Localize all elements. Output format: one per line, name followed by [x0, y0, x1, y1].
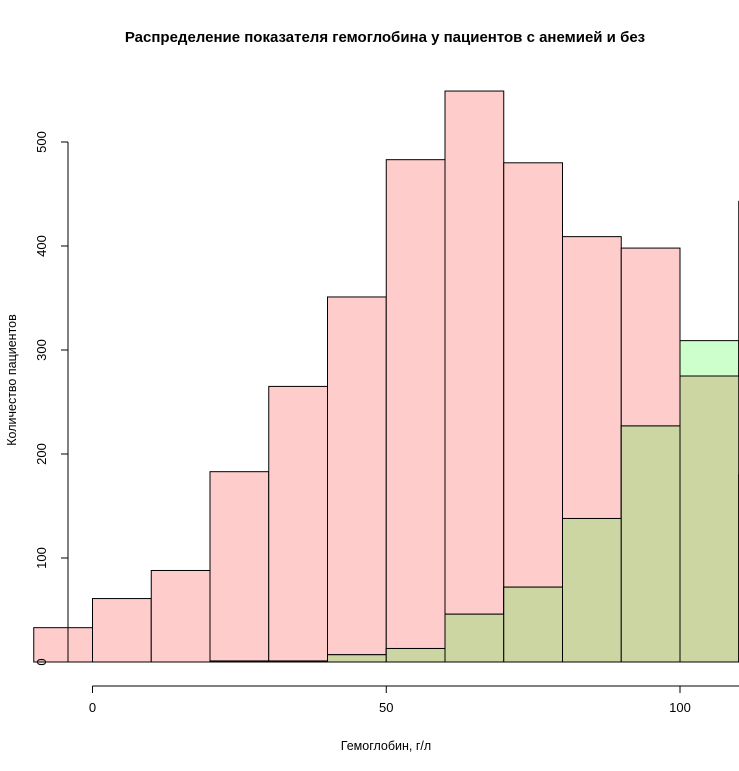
x-tick-label-50: 50 [379, 700, 393, 715]
bar-overlap-bin-60 [444, 613, 505, 663]
bar-series-1-bin-0 [92, 598, 152, 663]
bar-series-1-bin-50 [385, 159, 446, 663]
x-tick-label-0: 0 [89, 700, 96, 715]
bar-series-1-bin-70 [503, 162, 563, 663]
bar-overlap-bin-100 [679, 375, 739, 663]
y-tick-label-300: 300 [34, 339, 49, 361]
chart-title: Распределение показателя гемоглобина у п… [125, 29, 645, 46]
bar-overlap-bin-30 [268, 660, 328, 663]
bar-overlap-bin-70 [503, 586, 563, 663]
bar-series-1-bin--10 [33, 627, 93, 663]
y-tick-label-200: 200 [34, 443, 49, 465]
x-tick-label-100: 100 [669, 700, 691, 715]
bar-series-1-bin-20 [209, 471, 270, 663]
bar-overlap-bin-20 [209, 660, 270, 663]
bar-overlap-bin-40 [327, 654, 387, 663]
y-tick-label-500: 500 [34, 131, 49, 153]
x-axis: 050100150200 [89, 685, 739, 715]
y-tick-label-0: 0 [34, 658, 49, 665]
x-axis-label: Гемоглобин, г/л [341, 739, 431, 753]
bar-overlap-bin-90 [620, 425, 681, 663]
bars-group [33, 90, 739, 663]
y-tick-label-400: 400 [34, 235, 49, 257]
bar-overlap-bin-80 [562, 517, 622, 663]
y-tick-label-100: 100 [34, 547, 49, 569]
bar-overlap-bin-50 [385, 647, 446, 663]
bar-series-1-bin-60 [444, 90, 505, 663]
bar-series-1-bin-40 [327, 296, 387, 663]
y-axis: 0 100 200 300 400 500 [34, 131, 69, 666]
y-axis-label: Количество пациентов [5, 314, 19, 446]
bar-series-1-bin-30 [268, 385, 328, 663]
bar-series-1-bin-10 [150, 569, 211, 663]
